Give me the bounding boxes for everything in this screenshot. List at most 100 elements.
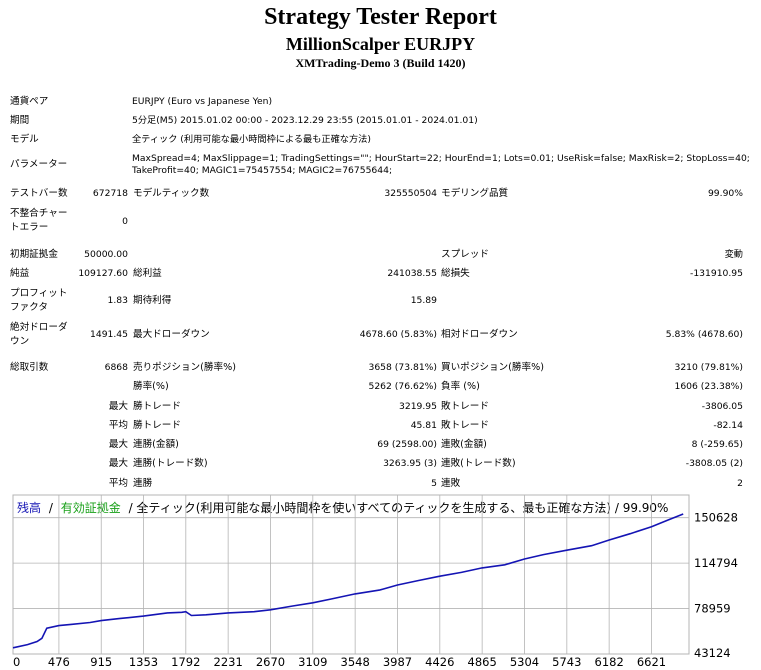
loss-rate-label: 負率 (%) (441, 381, 480, 392)
consec-wins-amount-label: 連勝(金額) (133, 439, 179, 450)
deposit-value: 50000.00 (84, 249, 128, 260)
mismatch-label-1: 不整合チャー (10, 208, 68, 219)
net-profit-value: 109127.60 (78, 268, 128, 279)
short-positions-label: 売りポジション(勝率%) (133, 362, 236, 373)
x-tick-label: 4426 (425, 655, 454, 669)
absolute-drawdown-label-1: 絶対ドローダ (10, 322, 68, 333)
largest-win-value: 3219.95 (399, 401, 437, 412)
avg-consec-wins-label: 連勝 (133, 478, 153, 489)
avg-win-label: 勝トレード (133, 420, 181, 431)
expected-payoff-value: 15.89 (410, 295, 437, 306)
avg-loss-value: -82.14 (713, 420, 743, 431)
spread-label: スプレッド (441, 249, 489, 260)
quality-value: 99.90% (707, 188, 743, 199)
avg-consec-losses-value: 2 (737, 478, 743, 489)
report-subtitle: MillionScalper EURJPY (285, 34, 476, 54)
x-tick-label: 5304 (510, 655, 539, 669)
legend-description: / 全ティック(利用可能な最小時間枠を使いすべてのティックを生成する、最も正確な… (129, 500, 669, 515)
profit-factor-value: 1.83 (107, 295, 128, 306)
mismatch-label-2: トエラー (10, 222, 49, 233)
symbol-label: 通貨ペア (10, 96, 49, 107)
y-tick-label: 78959 (694, 602, 731, 616)
report-title: Strategy Tester Report (264, 4, 497, 30)
period-label: 期間 (10, 115, 30, 126)
consec-losses-amount-value: 8 (-259.65) (691, 439, 743, 450)
x-tick-label: 3548 (341, 655, 370, 669)
parameters-label: パラメーター (10, 159, 68, 170)
chart-legend: 残高 / 有効証拠金 / 全ティック(利用可能な最小時間枠を使いすべてのティック… (17, 500, 668, 515)
x-tick-label: 2670 (256, 655, 285, 669)
consec-losses-trades-label: 連敗(トレード数) (441, 458, 516, 469)
win-rate-value: 5262 (76.62%) (368, 381, 437, 392)
chart-y-axis: 150628 114794 78959 43124 (694, 511, 738, 660)
total-trades-value: 6868 (104, 362, 128, 373)
win-rate-label: 勝率(%) (133, 381, 169, 392)
consec-wins-trades-label: 連勝(トレード数) (133, 458, 208, 469)
account-server: XMTrading-Demo 3 (Build 1420) (295, 56, 466, 70)
x-tick-label: 6621 (637, 655, 666, 669)
chart-x-axis: 0 476 915 1353 1792 2231 2670 3109 3548 3987 4426 4… (13, 655, 666, 669)
consec-wins-amount-value: 69 (2598.00) (377, 439, 437, 450)
x-tick-label: 2231 (214, 655, 243, 669)
gross-loss-value: -131910.95 (690, 268, 743, 279)
absolute-drawdown-value: 1491.45 (90, 329, 128, 340)
ticks-value: 325550504 (384, 188, 437, 199)
legend-equity: 有効証拠金 (61, 500, 121, 515)
gross-profit-value: 241038.55 (387, 268, 437, 279)
deposit-label: 初期証拠金 (10, 249, 58, 260)
avg-label: 平均 (108, 478, 128, 489)
max-drawdown-label: 最大ドローダウン (133, 329, 210, 340)
model-value: 全ティック (利用可能な最小時間枠による最も正確な方法) (132, 134, 371, 145)
max-label: 最大 (108, 401, 128, 412)
consec-losses-trades-value: -3808.05 (2) (685, 458, 743, 469)
x-tick-label: 3109 (298, 655, 327, 669)
gross-loss-label: 総損失 (441, 268, 470, 279)
quality-label: モデリング品質 (441, 188, 509, 199)
x-tick-label: 5743 (552, 655, 581, 669)
chart-plot-area (12, 494, 690, 655)
avg-consec-losses-label: 連敗 (441, 478, 461, 489)
net-profit-label: 純益 (10, 268, 30, 279)
y-tick-label: 43124 (694, 646, 731, 660)
model-label: モデル (10, 134, 39, 145)
balance-line (12, 513, 684, 649)
profit-factor-label-2: ファクタ (10, 302, 48, 313)
x-tick-label: 1792 (171, 655, 200, 669)
long-positions-value: 3210 (79.81%) (674, 362, 743, 373)
x-tick-label: 476 (48, 655, 70, 669)
largest-win-label: 勝トレード (133, 401, 181, 412)
x-tick-label: 6182 (595, 655, 624, 669)
mismatch-value: 0 (122, 216, 128, 227)
relative-drawdown-label: 相対ドローダウン (441, 329, 518, 340)
chart-grid (12, 495, 689, 655)
loss-rate-value: 1606 (23.38%) (674, 381, 743, 392)
short-positions-value: 3658 (73.81%) (368, 362, 437, 373)
relative-drawdown-value: 5.83% (4678.60) (665, 329, 743, 340)
avg-consec-wins-value: 5 (431, 478, 437, 489)
largest-loss-value: -3806.05 (701, 401, 743, 412)
bars-label: テストバー数 (10, 188, 68, 199)
bars-value: 672718 (92, 188, 128, 199)
avg-win-value: 45.81 (410, 420, 437, 431)
parameters-line-1: MaxSpread=4; MaxSlippage=1; TradingSetti… (132, 153, 750, 164)
x-tick-label: 3987 (383, 655, 412, 669)
max-label: 最大 (108, 458, 128, 469)
parameters-line-2: TakeProfit=40; MAGIC1=75457554; MAGIC2=7… (132, 165, 393, 176)
x-tick-label: 0 (13, 655, 20, 669)
profit-factor-label-1: プロフィット (10, 288, 68, 299)
consec-wins-trades-value: 3263.95 (3) (383, 458, 437, 469)
long-positions-label: 買いポジション(勝率%) (441, 362, 544, 373)
consec-losses-amount-label: 連敗(金額) (441, 439, 487, 450)
legend-balance: 残高 (17, 500, 41, 515)
avg-loss-label: 敗トレード (441, 420, 489, 431)
ticks-label: モデルティック数 (133, 188, 210, 199)
y-tick-label: 114794 (694, 556, 738, 570)
y-tick-label: 150628 (694, 511, 738, 525)
total-trades-label: 総取引数 (10, 362, 49, 373)
avg-label: 平均 (108, 420, 128, 431)
x-tick-label: 1353 (129, 655, 158, 669)
balance-chart: 残高 / 有効証拠金 / 全ティック(利用可能な最小時間枠を使いすべてのティック… (12, 494, 738, 669)
expected-payoff-label: 期待利得 (133, 295, 172, 306)
max-drawdown-value: 4678.60 (5.83%) (359, 329, 437, 340)
symbol-value: EURJPY (Euro vs Japanese Yen) (132, 96, 273, 107)
